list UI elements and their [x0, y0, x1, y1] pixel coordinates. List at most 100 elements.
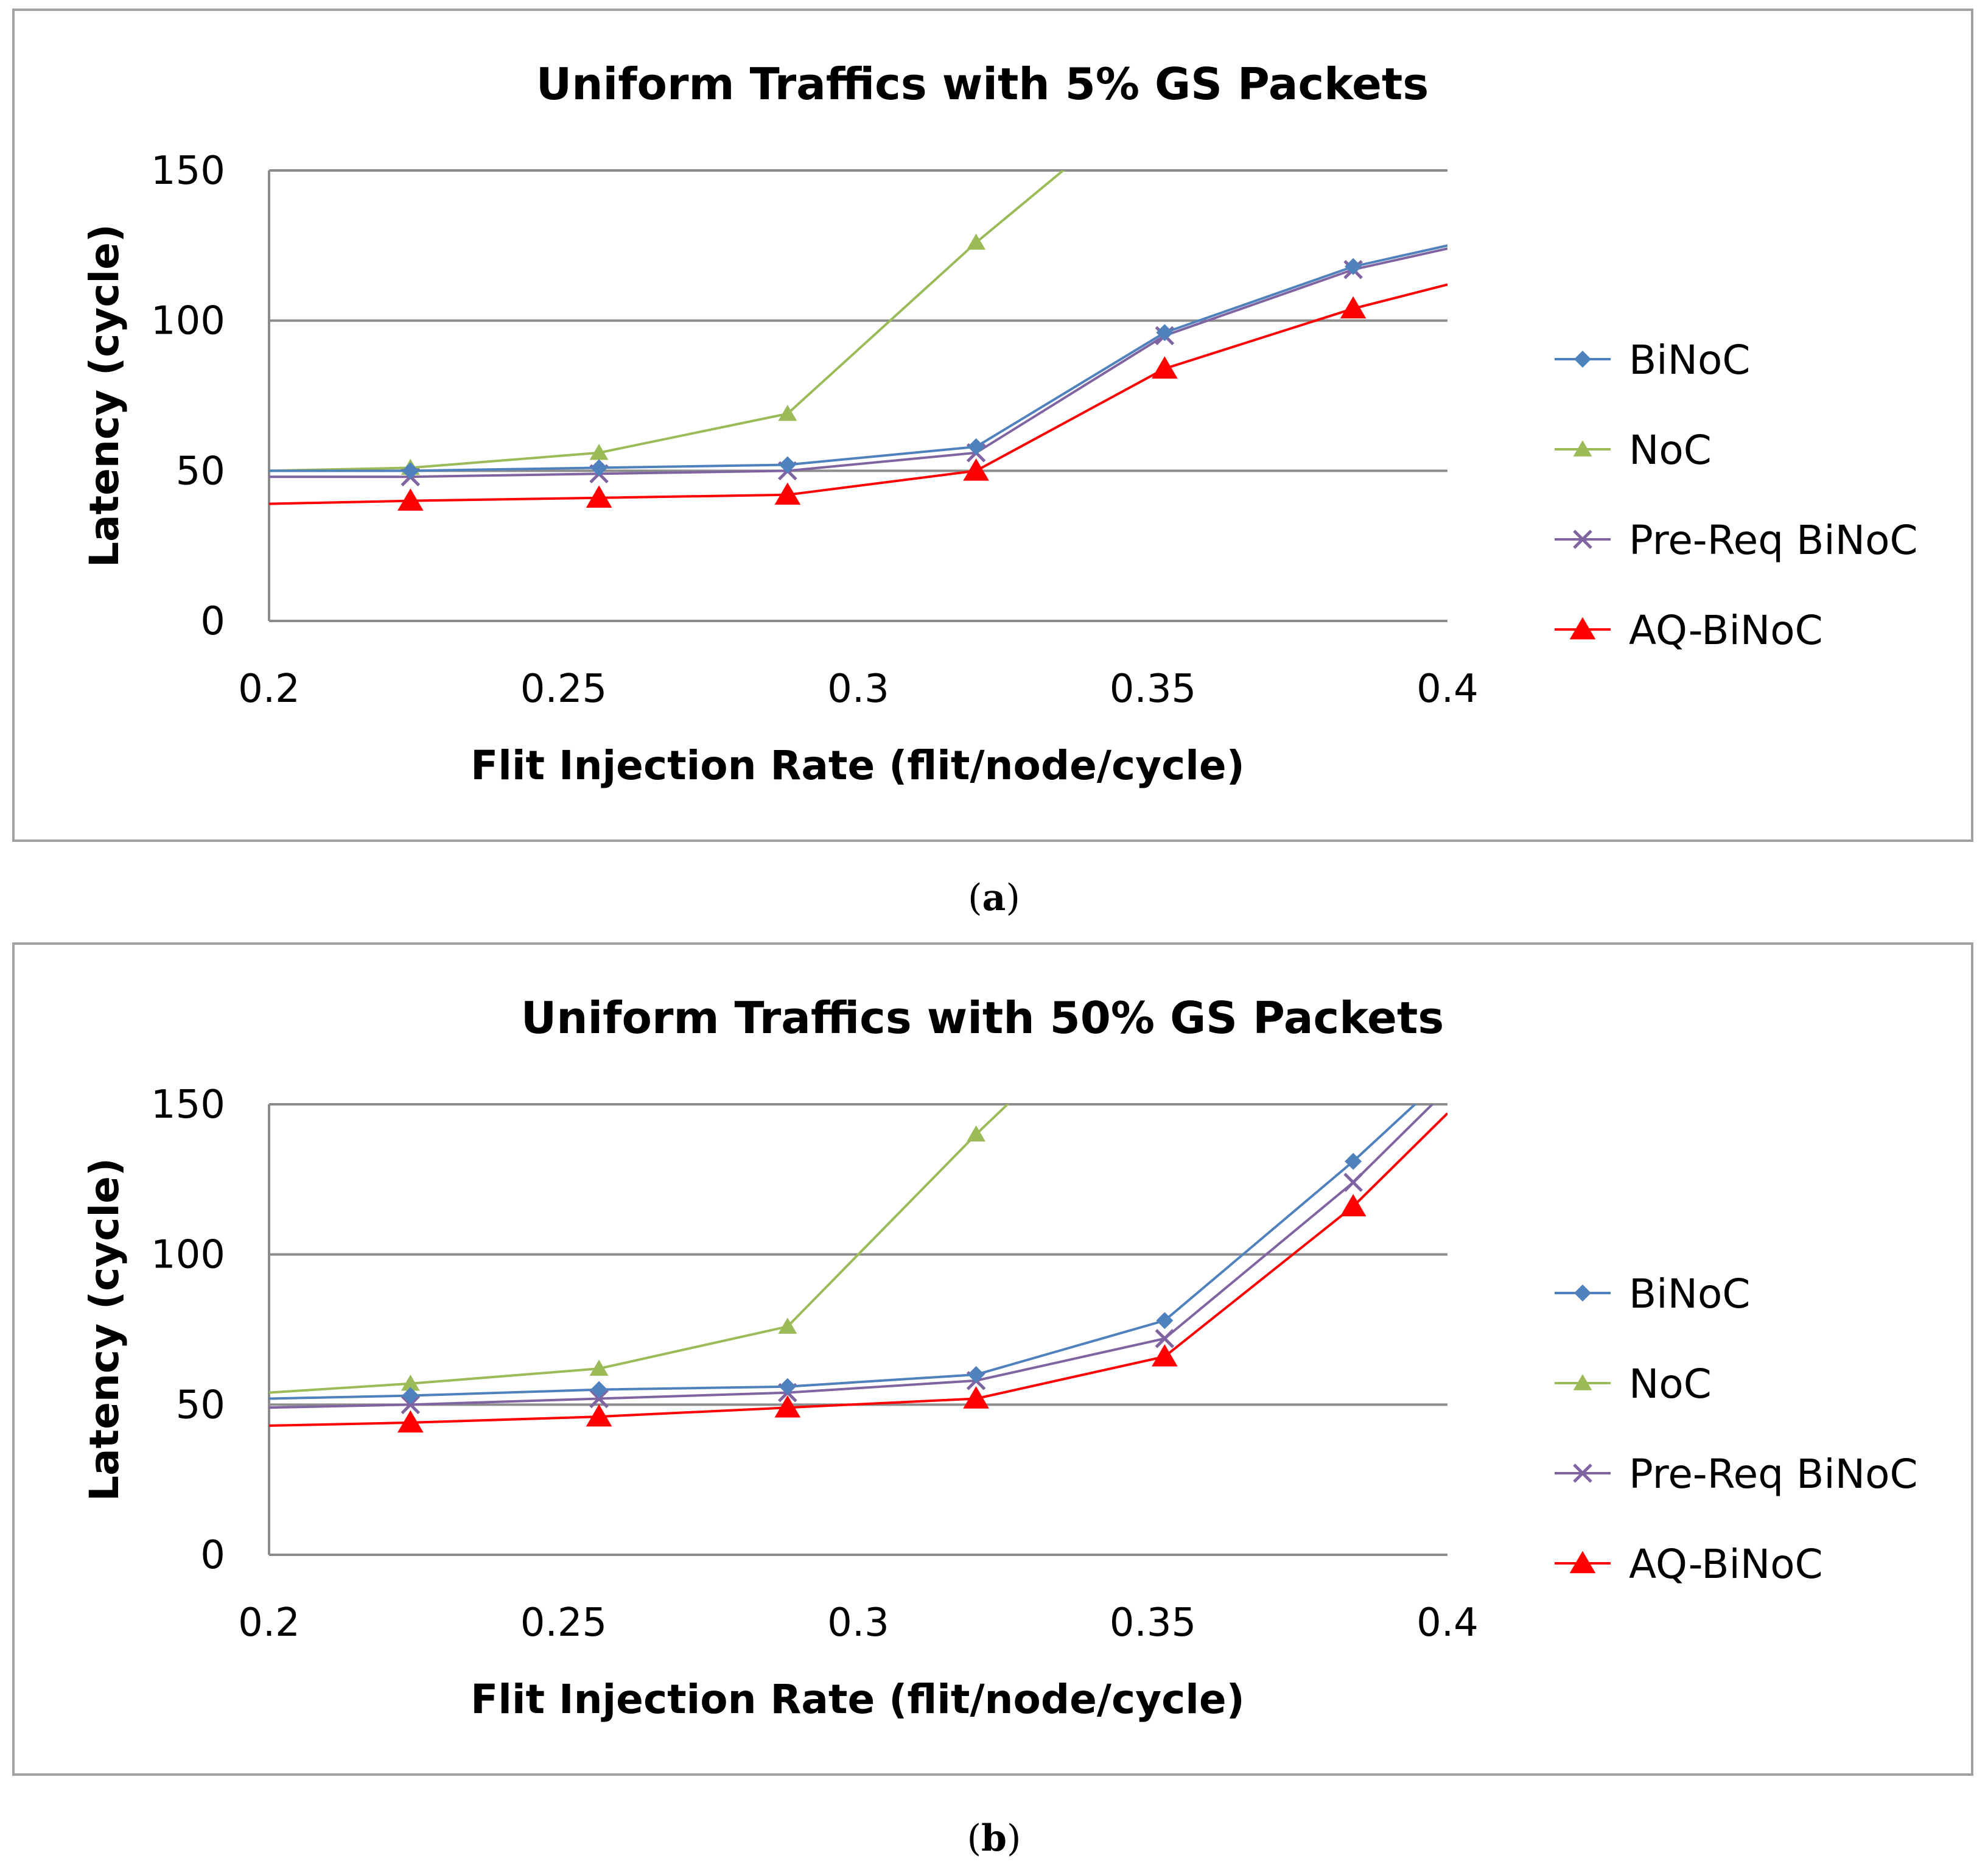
data-point	[1152, 356, 1178, 379]
x-tick-label: 0.4	[1416, 1600, 1479, 1645]
data-point	[401, 1395, 421, 1415]
y-axis-label: Latency (cycle)	[81, 1158, 128, 1501]
series-line	[269, 1112, 1447, 1427]
y-tick-label: 100	[151, 299, 225, 344]
legend-label: NoC	[1629, 427, 1712, 474]
legend-marker	[1569, 1551, 1596, 1574]
series-aq-binoc	[269, 1112, 1447, 1433]
chart-a-svg: Uniform Traffics with 5% GS Packets 0 50 10…	[81, 58, 1918, 789]
data-point	[774, 482, 801, 505]
x-tick-label: 0.3	[827, 667, 889, 712]
x-tick-label: 0.4	[1416, 667, 1479, 712]
legend-item: NoC	[1555, 427, 1712, 474]
legend-label: NoC	[1629, 1361, 1712, 1407]
data-point	[402, 1387, 419, 1404]
legend-item: BiNoC	[1555, 337, 1750, 384]
series-binoc	[269, 1104, 1417, 1404]
series-line	[269, 1104, 1417, 1400]
data-point	[779, 1378, 796, 1395]
caption-b: (b)	[967, 1817, 1021, 1860]
x-tick-label: 0.35	[1110, 1600, 1197, 1645]
data-point	[967, 1366, 985, 1383]
data-point	[589, 444, 609, 460]
data-point	[779, 456, 796, 474]
x-tick-label: 0.25	[520, 667, 607, 712]
series-line	[269, 247, 1447, 478]
legend-item: Pre-Req BiNoC	[1555, 1451, 1918, 1498]
x-tick-label: 0.35	[1110, 667, 1197, 712]
y-tick-label: 150	[151, 149, 225, 194]
legend-marker	[1573, 1463, 1592, 1483]
x-axis-label: Flit Injection Rate (flit/node/cycle)	[471, 1676, 1245, 1723]
data-point	[1156, 1312, 1174, 1330]
caption-a: (a)	[968, 877, 1020, 919]
data-point	[590, 459, 608, 477]
data-point	[586, 1404, 612, 1427]
legend-label: BiNoC	[1629, 337, 1750, 384]
legend-item: AQ-BiNoC	[1555, 1541, 1823, 1588]
legend-label: Pre-Req BiNoC	[1629, 1451, 1918, 1498]
chart-b-svg: Uniform Traffics with 50% GS Packets 0 50 1…	[81, 992, 1918, 1723]
data-point	[397, 488, 424, 511]
y-tick-label: 0	[200, 599, 225, 644]
chart-title: Uniform Traffics with 5% GS Packets	[536, 58, 1429, 110]
data-point	[963, 458, 989, 481]
series-binoc	[269, 244, 1447, 480]
data-point	[774, 1395, 801, 1418]
data-point	[589, 1389, 609, 1409]
y-tick-label: 0	[200, 1533, 225, 1578]
chart-title: Uniform Traffics with 50% GS Packets	[521, 992, 1444, 1043]
series-line	[269, 170, 1065, 472]
series-pre-req-binoc	[269, 247, 1447, 486]
chart-panel-b: Uniform Traffics with 50% GS Packets 0 50 1…	[12, 942, 1973, 1776]
legend-item: NoC	[1555, 1361, 1712, 1407]
data-point	[1340, 296, 1367, 319]
chart-panel-a: Uniform Traffics with 5% GS Packets 0 50 10…	[12, 9, 1973, 842]
data-point	[1340, 1194, 1367, 1216]
legend-item: Pre-Req BiNoC	[1555, 517, 1918, 564]
data-point	[397, 1410, 424, 1433]
legend-marker	[1573, 440, 1592, 457]
legend-item: BiNoC	[1555, 1270, 1750, 1317]
legend-item: AQ-BiNoC	[1555, 607, 1823, 654]
series-line	[269, 283, 1447, 505]
series-aq-binoc	[269, 283, 1447, 511]
legend-label: AQ-BiNoC	[1629, 1541, 1823, 1588]
legend-label: AQ-BiNoC	[1629, 607, 1823, 654]
x-tick-label: 0.2	[238, 667, 300, 712]
data-point	[963, 1386, 989, 1409]
data-point	[1156, 324, 1174, 342]
y-tick-label: 100	[151, 1233, 225, 1278]
data-point	[778, 1317, 797, 1334]
x-tick-label: 0.3	[827, 1600, 889, 1645]
data-point	[1155, 1329, 1175, 1348]
series-line	[269, 244, 1447, 472]
y-tick-label: 50	[176, 449, 225, 494]
legend-label: Pre-Req BiNoC	[1629, 517, 1918, 564]
legend-marker	[1573, 530, 1592, 549]
legend-marker	[1573, 1374, 1592, 1390]
legend-label: BiNoC	[1629, 1270, 1750, 1317]
data-point	[967, 438, 985, 455]
series-noc	[269, 1104, 1010, 1394]
x-axis-label: Flit Injection Rate (flit/node/cycle)	[471, 742, 1245, 789]
series-pre-req-binoc	[269, 1104, 1434, 1415]
y-tick-label: 150	[151, 1082, 225, 1127]
x-tick-label: 0.2	[238, 1600, 300, 1645]
data-point	[401, 1375, 420, 1391]
y-axis-label: Latency (cycle)	[81, 224, 128, 567]
data-point	[1345, 258, 1362, 275]
series-line	[269, 1104, 1010, 1394]
data-point	[402, 462, 419, 480]
y-tick-label: 50	[176, 1383, 225, 1428]
series-line	[269, 1104, 1434, 1409]
legend-marker	[1574, 351, 1591, 368]
series-noc	[269, 170, 1065, 475]
data-point	[778, 404, 797, 421]
data-point	[590, 1381, 608, 1398]
data-point	[967, 233, 986, 250]
data-point	[1345, 1152, 1362, 1170]
data-point	[967, 1125, 986, 1142]
legend-marker	[1574, 1284, 1591, 1302]
data-point	[589, 1359, 609, 1376]
